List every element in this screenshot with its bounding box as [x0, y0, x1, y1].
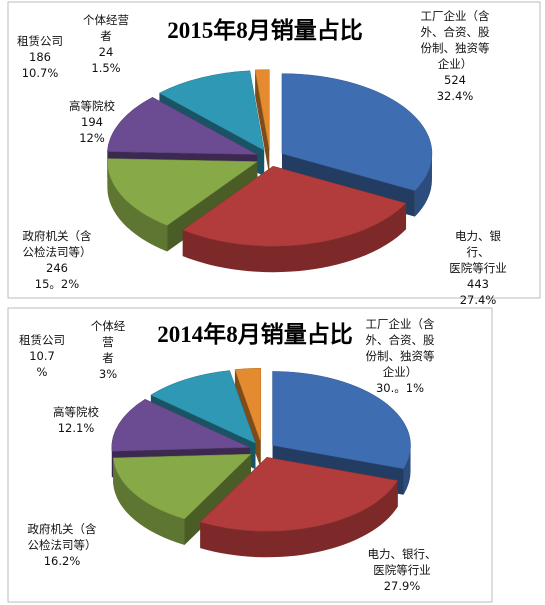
category-label: 个体经 营 者 — [90, 319, 126, 365]
slice-label: 高等院校 194 12% — [69, 98, 115, 146]
slice — [111, 398, 250, 452]
slice — [199, 456, 399, 532]
value-label: 27.4% — [459, 293, 497, 307]
slice-rim — [182, 203, 407, 273]
slice — [107, 97, 258, 155]
slice-label: 高等院校 12.1% — [53, 404, 99, 436]
count-label: 186 — [29, 50, 51, 64]
value-label: 27.9% — [383, 579, 421, 593]
slice — [234, 367, 262, 443]
category-label: 政府机关（含 公检法司等） — [27, 522, 97, 552]
count-label: 246 — [46, 261, 68, 275]
slice-label: 政府机关（含 公检法司等） 246 15。2% — [23, 228, 92, 292]
category-label: 电力、银行、 医院等行业 — [367, 547, 437, 577]
value-label: 10.7 % — [29, 349, 55, 379]
slice-rim — [200, 480, 398, 558]
value-label: 16.2% — [43, 554, 81, 568]
value-label: 12% — [79, 131, 105, 145]
chart-title: 2014年8月销量占比 — [157, 321, 353, 347]
slice — [107, 158, 259, 226]
category-label: 政府机关（含 公检法司等） — [22, 229, 92, 259]
count-label: 524 — [444, 73, 466, 87]
value-label: 10.7% — [21, 66, 59, 80]
slice — [254, 69, 270, 150]
category-label: 电力、银行、 医院等行业 — [449, 229, 507, 275]
slice-label: 电力、银行、 医院等行业 27.9% — [368, 546, 437, 594]
slice-label: 租赁公司 186 10.7% — [17, 33, 63, 81]
slice-label: 工厂企业（含 外、合资、股 份制、独资等 企业） 524 32.4% — [421, 8, 490, 104]
value-label: 15。2% — [34, 277, 80, 291]
category-label: 高等院校 — [69, 99, 115, 113]
value-label: 30.。1% — [375, 381, 425, 395]
value-label: 3% — [98, 367, 118, 381]
slice — [182, 165, 407, 247]
slice-label: 电力、银行、 医院等行业 443 27.4% — [445, 228, 512, 308]
chart-frame — [7, 1, 541, 299]
count-label: 443 — [467, 277, 489, 291]
chart-frame — [7, 307, 493, 603]
slice-rim — [107, 161, 168, 252]
slice — [272, 371, 411, 470]
slice — [158, 70, 265, 151]
slice — [281, 73, 433, 191]
category-label: 高等院校 — [53, 405, 99, 419]
slice-label: 工厂企业（含 外、合资、股 份制、独资等 企业） 30.。1% — [366, 316, 435, 396]
value-label: 32.4% — [436, 89, 474, 103]
chart-title: 2015年8月销量占比 — [167, 17, 363, 43]
slice-label: 租赁公司 10.7 % — [19, 332, 65, 380]
count-label: 24 — [98, 45, 114, 59]
slice — [150, 370, 256, 444]
category-label: 工厂企业（含 外、合资、股 份制、独资等 企业） — [365, 317, 435, 379]
slice-label: 个体经营 者 24 1.5% — [83, 12, 129, 76]
category-label: 个体经营 者 — [83, 13, 129, 43]
value-label: 12.1% — [57, 421, 95, 435]
slice-side — [255, 69, 270, 176]
slice-label: 个体经 营 者 3% — [91, 318, 126, 382]
category-label: 租赁公司 — [17, 34, 63, 48]
value-label: 1.5% — [91, 61, 121, 75]
category-label: 租赁公司 — [19, 333, 65, 347]
slice-rim — [414, 153, 432, 217]
slice-label: 政府机关（含 公检法司等） 16.2% — [28, 521, 97, 569]
category-label: 工厂企业（含 外、合资、股 份制、独资等 企业） — [420, 9, 490, 71]
slice — [112, 453, 252, 520]
count-label: 194 — [81, 115, 103, 129]
slice-rim — [113, 457, 185, 545]
